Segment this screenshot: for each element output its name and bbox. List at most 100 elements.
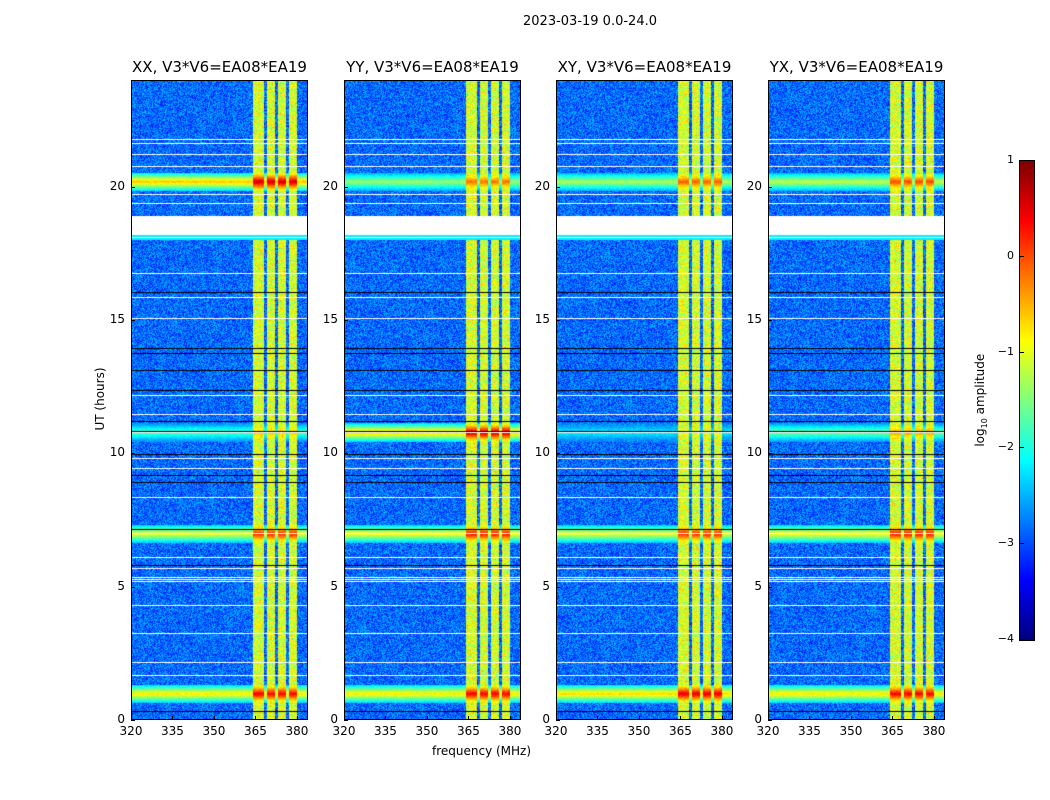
x-tick-mark	[768, 716, 769, 720]
y-tick-mark	[344, 320, 348, 321]
x-tick-mark	[721, 716, 723, 720]
y-tick-mark	[344, 720, 348, 721]
colorbar-tick-label: 0	[1007, 248, 1014, 262]
y-tick-label: 20	[534, 178, 550, 193]
y-tick-mark	[556, 586, 560, 588]
y-tick-mark	[131, 586, 135, 588]
y-tick-mark	[768, 586, 772, 588]
x-tick-label: 335	[161, 724, 184, 738]
colorbar-tick-mark	[1020, 447, 1024, 449]
spectrogram-panel-3: XY, V3*V6=EA08*EA19 0 5 10 15 20 320 335 350 365 3…	[535, 58, 734, 738]
y-tick-mark	[344, 453, 348, 455]
colorbar-tick-label: −2	[997, 440, 1014, 454]
x-tick-label: 320	[119, 724, 143, 738]
x-tick-label: 380	[285, 724, 309, 738]
axes-frame	[768, 80, 945, 720]
panel-title: YY, V3*V6=EA08*EA19	[346, 58, 519, 76]
x-tick-label: 350	[839, 724, 863, 738]
y-tick-label: 15	[109, 312, 125, 326]
spectrogram-heatmap	[556, 80, 733, 720]
colorbar-label-sub: 10	[980, 418, 990, 429]
spectrogram-heatmap	[768, 80, 945, 720]
y-tick-label: 20	[746, 178, 762, 193]
colorbar-tick-label: 1	[1007, 153, 1014, 166]
x-tick-mark	[809, 716, 811, 720]
y-tick-mark	[131, 186, 135, 188]
colorbar-label: log10 amplitude	[973, 340, 989, 460]
colorbar-tick-label: −1	[997, 344, 1014, 358]
panel-title: XY, V3*V6=EA08*EA19	[557, 58, 732, 76]
x-tick-mark	[344, 716, 345, 720]
colorbar-label-log: log	[972, 428, 987, 447]
y-tick-mark	[556, 453, 560, 455]
colorbar-tick-mark	[1020, 255, 1024, 257]
y-tick-label: 15	[534, 312, 550, 326]
y-tick-mark	[556, 720, 560, 721]
x-tick-mark	[850, 716, 852, 720]
colorbar-label-rest: amplitude	[972, 353, 987, 419]
x-tick-mark	[933, 716, 935, 720]
x-tick-mark	[509, 716, 511, 720]
panel-title: XX, V3*V6=EA08*EA19	[132, 58, 307, 76]
y-tick-label: 15	[746, 312, 762, 326]
y-tick-label: 20	[109, 178, 125, 193]
y-tick-mark	[768, 320, 772, 321]
x-tick-mark	[131, 716, 132, 720]
y-tick-mark	[131, 320, 135, 321]
x-tick-label: 350	[202, 724, 226, 738]
y-tick-label: 5	[754, 578, 762, 593]
x-tick-mark	[255, 716, 257, 720]
x-tick-mark	[638, 716, 640, 720]
x-tick-mark	[296, 716, 298, 720]
colorbar-tick-label: −3	[997, 536, 1014, 550]
x-tick-label: 365	[669, 724, 692, 738]
figure-title: 2023-03-19 0.0-24.0	[523, 14, 657, 29]
y-tick-label: 20	[322, 178, 338, 193]
axes-frame	[344, 80, 521, 720]
x-tick-mark	[426, 716, 428, 720]
x-tick-label: 350	[627, 724, 651, 738]
y-tick-mark	[131, 720, 135, 721]
x-tick-label: 380	[922, 724, 946, 738]
x-tick-mark	[213, 716, 215, 720]
y-tick-label: 0	[754, 712, 762, 726]
x-tick-mark	[680, 716, 682, 720]
y-tick-mark	[768, 186, 772, 188]
x-tick-label: 380	[498, 724, 522, 738]
y-tick-mark	[556, 320, 560, 321]
x-tick-label: 320	[332, 724, 356, 738]
spectrogram-panel-1: XX, V3*V6=EA08*EA19 0 5 10 15 20 320 335 350 365 3…	[110, 58, 309, 738]
y-axis-label: UT (hours)	[93, 367, 107, 431]
x-tick-mark	[468, 716, 470, 720]
panel-title: YX, V3*V6=EA08*EA19	[769, 58, 944, 76]
colorbar-tick-mark	[1020, 543, 1024, 545]
x-tick-label: 320	[544, 724, 568, 738]
colorbar-tick-label: −4	[997, 632, 1014, 645]
x-tick-mark	[892, 716, 894, 720]
axes-frame	[131, 80, 308, 720]
y-tick-mark	[131, 453, 135, 455]
y-tick-mark	[344, 586, 348, 588]
y-tick-label: 5	[117, 578, 125, 593]
colorbar	[1019, 160, 1035, 641]
y-tick-mark	[768, 720, 772, 721]
x-tick-mark	[556, 716, 557, 720]
x-tick-label: 335	[374, 724, 397, 738]
y-tick-label: 5	[542, 578, 550, 593]
x-tick-label: 365	[457, 724, 480, 738]
y-tick-label: 5	[330, 578, 338, 593]
colorbar-tick-mark	[1020, 639, 1024, 640]
x-tick-label: 380	[710, 724, 734, 738]
x-tick-mark	[597, 716, 599, 720]
y-tick-label: 0	[117, 712, 125, 726]
x-tick-label: 335	[798, 724, 821, 738]
y-tick-label: 10	[534, 445, 550, 460]
x-tick-label: 350	[415, 724, 439, 738]
spectrogram-heatmap	[131, 80, 308, 720]
spectrogram-heatmap	[344, 80, 521, 720]
y-tick-label: 0	[542, 712, 550, 726]
y-tick-label: 10	[109, 445, 125, 460]
x-tick-mark	[385, 716, 387, 720]
axes-frame	[556, 80, 733, 720]
